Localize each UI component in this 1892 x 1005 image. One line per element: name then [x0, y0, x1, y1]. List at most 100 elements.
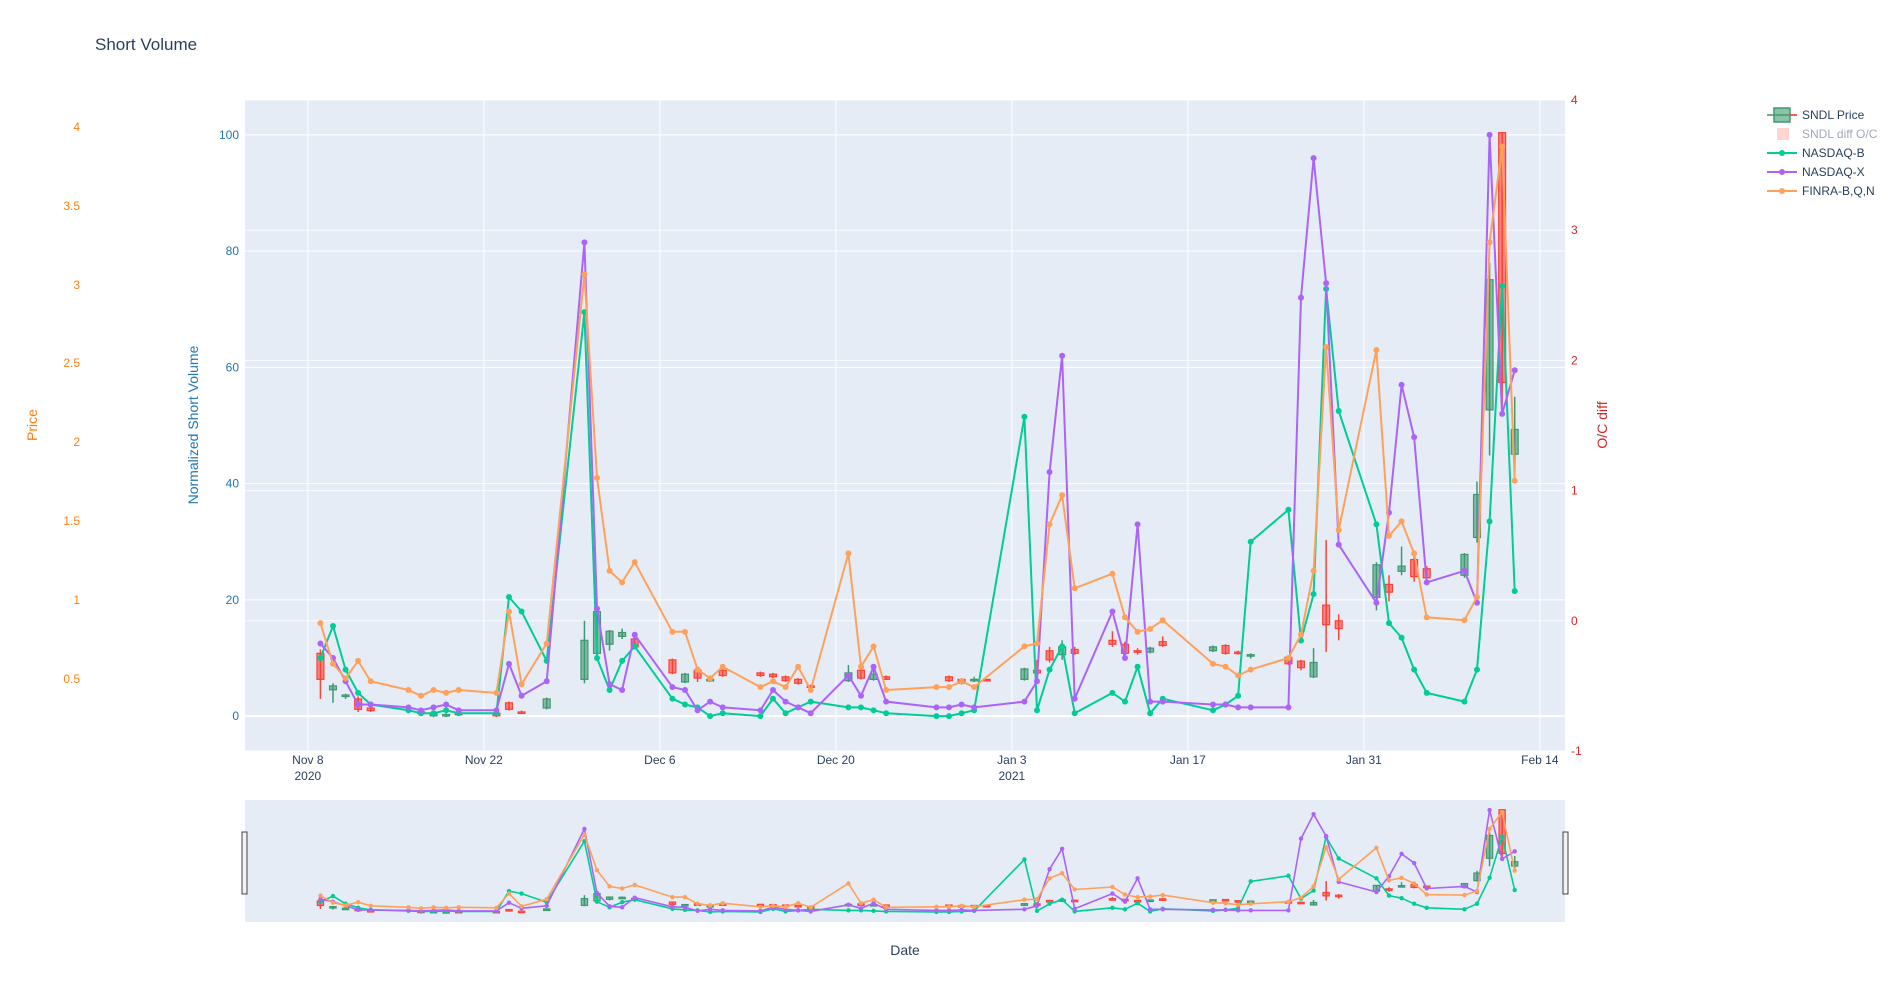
- x-tick-label: Dec 20: [817, 753, 855, 767]
- candle-body: [1322, 604, 1331, 626]
- series-point: [1059, 352, 1066, 359]
- y-left-tick-label: 40: [226, 477, 240, 491]
- series-point: [506, 593, 512, 600]
- series-point: [1147, 698, 1154, 705]
- candle-body: [1511, 861, 1519, 867]
- series-point: [1034, 707, 1040, 714]
- series-point: [1046, 469, 1053, 475]
- slider-series-point: [783, 904, 788, 910]
- series-point: [631, 559, 638, 566]
- candle-body: [580, 898, 589, 907]
- slider-series-point: [1110, 905, 1115, 911]
- slider-series-point: [846, 902, 851, 907]
- slider-series-point: [355, 900, 361, 905]
- slider-series-point: [858, 906, 864, 911]
- series-point: [1398, 518, 1405, 525]
- y-left-tick-label: 20: [226, 593, 240, 607]
- slider-series-point: [519, 891, 524, 896]
- legend-item[interactable]: NASDAQ-B: [1767, 146, 1865, 160]
- slider-series-point: [1022, 897, 1027, 902]
- series-point: [1511, 588, 1518, 595]
- slider-series-point: [431, 908, 436, 913]
- series-point: [1046, 666, 1053, 673]
- series-point: [317, 640, 324, 647]
- candle-body: [1020, 668, 1029, 680]
- series-point: [1147, 710, 1154, 717]
- series-point: [405, 704, 412, 711]
- legend-item[interactable]: SNDL diff O/C: [1777, 127, 1878, 141]
- slider-series-point: [1487, 875, 1492, 880]
- grid-layer: [245, 99, 1565, 752]
- legend-item[interactable]: SNDL Price: [1767, 107, 1865, 123]
- legend[interactable]: SNDL Price SNDL diff O/C NASDAQ-B NASDAQ-X F…: [1767, 107, 1878, 198]
- slider-series-point: [1135, 894, 1140, 900]
- candle-body: [1070, 648, 1079, 654]
- candle-body: [1309, 901, 1318, 906]
- slider-series-point: [1286, 899, 1291, 904]
- slider-series-point: [494, 908, 499, 914]
- slider-series-point: [1374, 845, 1379, 850]
- series-point: [807, 698, 814, 705]
- candle-body: [781, 676, 790, 682]
- y-right-axis-title: O/C diff: [1594, 401, 1610, 448]
- series-point: [1210, 660, 1216, 667]
- series-point: [443, 689, 450, 696]
- candle-body: [1146, 647, 1155, 653]
- series-point: [1222, 663, 1229, 670]
- slider-series-point: [1059, 897, 1065, 902]
- candle-body: [1510, 428, 1519, 455]
- series-point: [518, 692, 525, 699]
- candle-body: [668, 659, 677, 674]
- slider-series-point: [1110, 884, 1115, 890]
- series-point: [1474, 593, 1480, 600]
- series-point: [355, 701, 362, 708]
- series-point: [631, 631, 638, 638]
- series-point: [594, 655, 600, 661]
- series-point: [807, 686, 814, 693]
- series-point: [770, 678, 776, 685]
- slider-series-point: [795, 901, 801, 906]
- slider-series-point: [1286, 908, 1291, 913]
- slider-series-point: [1286, 873, 1291, 878]
- series-point: [1411, 550, 1418, 557]
- slider-series-point: [406, 908, 411, 913]
- series-point: [455, 686, 462, 693]
- slider-series-point: [1499, 856, 1505, 862]
- series-point: [430, 686, 437, 693]
- y-price-tick-label: 3: [73, 278, 80, 292]
- y-price-tick-label: 2: [73, 435, 80, 449]
- series-point: [1499, 143, 1506, 150]
- y-right-tick-label: -1: [1571, 744, 1582, 758]
- candle-body: [605, 630, 614, 645]
- slider-series-point: [1512, 887, 1517, 893]
- legend-label: NASDAQ-B: [1802, 146, 1865, 160]
- series-point: [1159, 698, 1166, 705]
- slider-series-point: [1311, 811, 1316, 817]
- series-point: [418, 692, 424, 699]
- series-point: [543, 640, 550, 647]
- y-left-tick-label: 0: [232, 709, 239, 723]
- legend-item[interactable]: FINRA-B,Q,N: [1767, 184, 1875, 198]
- slider-series-point: [758, 908, 763, 914]
- candle-body: [794, 678, 803, 684]
- lines-layer: [317, 131, 1518, 720]
- slider-series-point: [795, 908, 801, 913]
- series-point: [1486, 131, 1493, 138]
- candle-body: [1297, 901, 1305, 905]
- range-slider-handle-right[interactable]: [1562, 831, 1569, 895]
- slider-series-point: [343, 903, 348, 908]
- series-point: [946, 704, 952, 711]
- series-point: [1323, 344, 1330, 351]
- range-slider-handle-left[interactable]: [241, 831, 248, 895]
- series-point: [317, 620, 324, 627]
- candle-body: [1246, 654, 1255, 657]
- series-point: [946, 684, 952, 691]
- series-point: [1235, 704, 1242, 711]
- legend-item[interactable]: NASDAQ-X: [1767, 165, 1865, 179]
- series-point: [1298, 294, 1304, 301]
- series-point: [1423, 689, 1430, 696]
- range-slider-background[interactable]: [245, 800, 1565, 922]
- candle-body: [1108, 898, 1117, 901]
- slider-series-point: [330, 900, 336, 905]
- series-point: [1059, 492, 1066, 499]
